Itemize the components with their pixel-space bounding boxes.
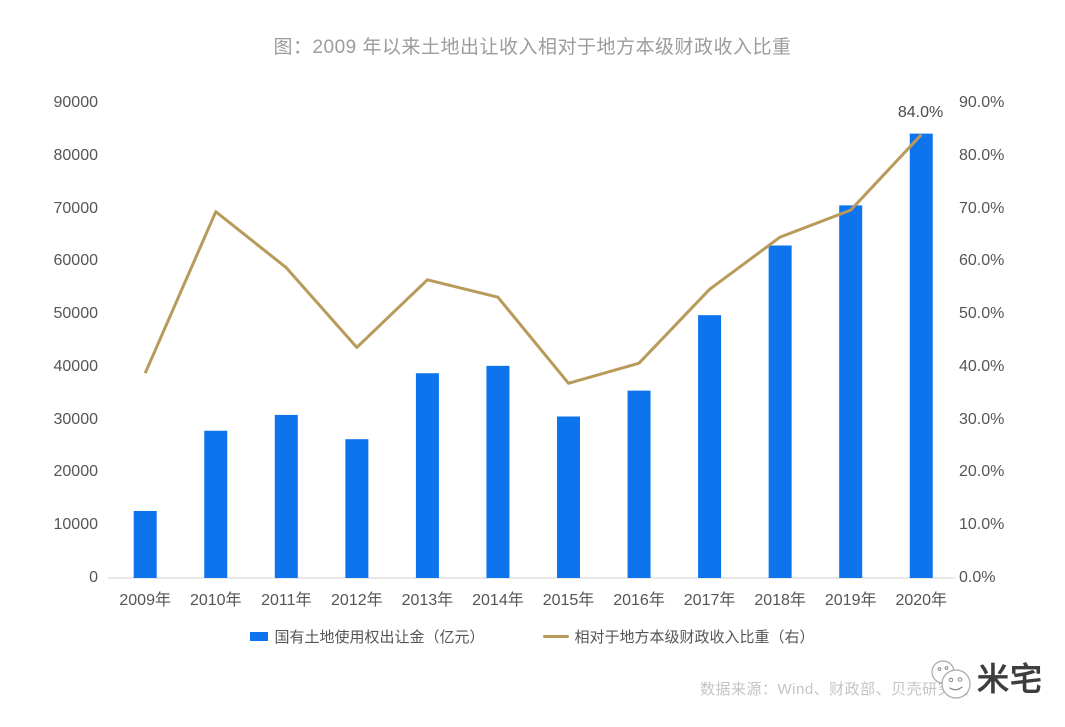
x-axis-label-2011年: 2011年 xyxy=(261,592,312,609)
bar-series-label: 国有土地使用权出让金（亿元） xyxy=(274,628,485,646)
bar-2011年 xyxy=(274,414,298,578)
bar-2016年 xyxy=(627,390,651,578)
data-source-text: 数据来源：Wind、财政部、贝壳研究院 xyxy=(700,681,969,698)
x-axis-label-2020年: 2020年 xyxy=(895,592,948,609)
bar-2012年 xyxy=(345,439,369,578)
left-axis-tick-60000: 60000 xyxy=(53,252,99,270)
x-axis-label-2016年: 2016年 xyxy=(613,592,665,609)
left-axis-tick-70000: 70000 xyxy=(53,199,99,217)
last-point-data-label: 84.0% xyxy=(897,103,944,121)
left-axis-tick-40000: 40000 xyxy=(53,357,99,375)
x-axis-label-2019年: 2019年 xyxy=(824,592,877,609)
right-axis-tick-40.0%: 40.0% xyxy=(959,357,1005,375)
x-axis-label-2017年: 2017年 xyxy=(683,592,736,609)
right-axis-tick-90.0%: 90.0% xyxy=(959,94,1005,111)
bar-2018年 xyxy=(768,245,792,578)
bar-2014年 xyxy=(486,365,510,578)
legend: 国有土地使用权出让金（亿元） 相对于地方本级财政收入比重（右） xyxy=(0,625,1065,647)
x-axis-label-2009年: 2009年 xyxy=(119,592,171,609)
mizhai-logo: 米宅 xyxy=(915,642,1055,707)
bar-2015年 xyxy=(557,416,580,578)
line-series-label: 相对于地方本级财政收入比重（右） xyxy=(574,628,815,646)
legend-item-bar-series: 国有土地使用权出让金（亿元） xyxy=(250,626,485,647)
left-axis-tick-50000: 50000 xyxy=(53,305,99,323)
x-axis-label-2014年: 2014年 xyxy=(472,592,524,609)
right-axis-tick-70.0%: 70.0% xyxy=(959,199,1005,217)
right-axis-tick-50.0%: 50.0% xyxy=(959,305,1005,323)
bar-2020年 xyxy=(909,133,933,578)
right-axis-tick-0.0%: 0.0% xyxy=(959,569,996,586)
right-axis-tick-60.0%: 60.0% xyxy=(959,252,1005,270)
line-series-swatch-icon xyxy=(542,634,569,638)
smiley-faces-icon xyxy=(931,660,971,699)
x-axis-label-2013年: 2013年 xyxy=(401,592,454,609)
bar-2010年 xyxy=(204,430,228,578)
left-axis-tick-30000: 30000 xyxy=(53,410,99,428)
bar-2017年 xyxy=(698,315,722,578)
bar-2013年 xyxy=(415,373,439,578)
left-axis-tick-20000: 20000 xyxy=(53,463,99,481)
left-axis-tick-90000: 90000 xyxy=(53,94,99,111)
right-axis-tick-20.0%: 20.0% xyxy=(959,463,1005,481)
legend-item-line-series: 相对于地方本级财政收入比重（右） xyxy=(542,626,815,647)
bar-2009年 xyxy=(133,510,157,578)
left-axis-tick-80000: 80000 xyxy=(53,146,99,164)
x-axis-label-2012年: 2012年 xyxy=(331,592,383,609)
mizhai-logo-text: 米宅 xyxy=(977,661,1044,697)
ratio-line xyxy=(143,133,923,385)
x-axis-label-2010年: 2010年 xyxy=(189,592,242,609)
x-axis-label-2015年: 2015年 xyxy=(542,592,595,609)
right-axis-tick-30.0%: 30.0% xyxy=(959,410,1005,428)
bar-2019年 xyxy=(839,205,863,578)
right-axis-tick-80.0%: 80.0% xyxy=(959,146,1005,164)
left-axis-tick-10000: 10000 xyxy=(53,516,99,534)
bar-series-swatch-icon xyxy=(250,631,269,641)
right-axis-tick-10.0%: 10.0% xyxy=(959,516,1005,534)
x-axis-label-2018年: 2018年 xyxy=(754,592,806,609)
chart-title: 图：2009 年以来土地出让收入相对于地方本级财政收入比重 xyxy=(273,37,792,58)
left-axis-tick-0: 0 xyxy=(89,569,98,586)
